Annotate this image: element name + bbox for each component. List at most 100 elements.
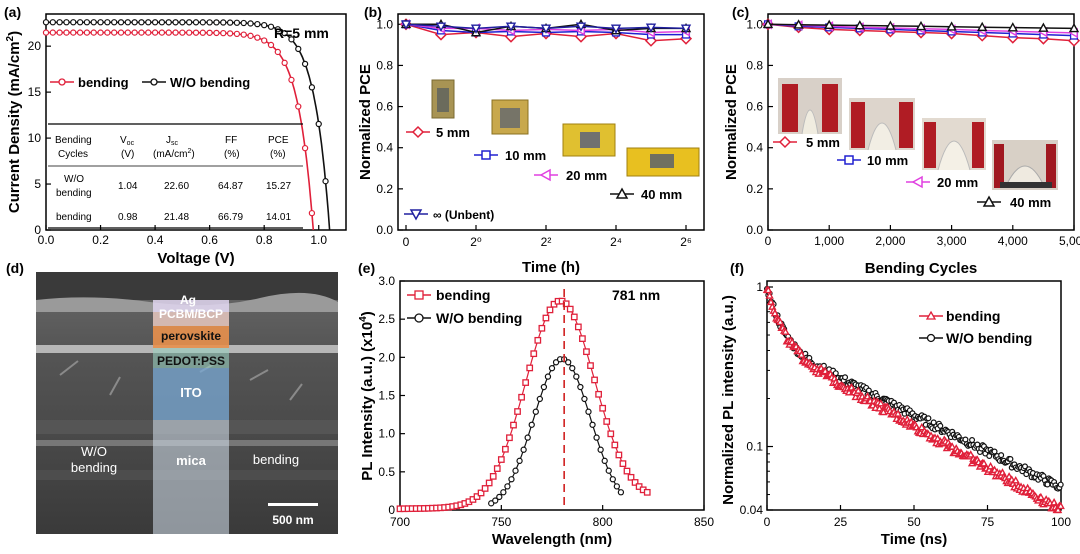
jv-point-bending: [274, 48, 281, 56]
pl-point-bending: [574, 323, 582, 331]
trpl-point-bending: [776, 317, 785, 326]
pl-point-bending: [619, 460, 627, 468]
series-point-c-40-mm: [977, 21, 988, 32]
legend-label-c-10mm: 10 mm: [867, 153, 908, 168]
pl-point-bending: [627, 473, 635, 481]
jv-point-W-O-bending: [158, 19, 166, 26]
series-point-c-40-mm: [824, 19, 835, 30]
table-header-pce: PCE: [268, 135, 289, 146]
pl-point-W-O-bending: [593, 434, 600, 441]
legend-c: 5 mm 10 mm 20 mm 40 mm: [773, 135, 1051, 210]
trpl-point-bending: [1036, 492, 1046, 501]
jv-point-bending: [233, 30, 241, 38]
x-tick-label-b: 2⁶: [680, 235, 692, 249]
jv-point-bending: [261, 37, 268, 44]
y-tick-label-e: 3.0: [378, 274, 395, 288]
jv-point-W-O-bending: [49, 19, 56, 26]
table-header-cycles: Bending: [55, 135, 92, 146]
legend-marker-10mm: [481, 150, 491, 160]
jv-point-bending: [199, 29, 206, 36]
pl-point-W-O-bending: [524, 434, 531, 441]
layer-pedot-pss: [153, 348, 229, 368]
x-tick-label-c: 4,000: [998, 234, 1028, 248]
jv-point-W-O-bending: [192, 19, 200, 26]
y-tick-label-e: 0.5: [378, 465, 395, 479]
x-axis-label-a: Voltage (V): [157, 250, 234, 267]
pl-point-bending: [611, 441, 619, 449]
x-tick-label-f: 25: [834, 515, 848, 529]
bending-photos-c: [778, 78, 1058, 190]
y-tick-label-a: 0: [34, 223, 41, 237]
jv-point-W-O-bending: [117, 19, 125, 26]
plot-frame-a: [45, 13, 347, 231]
legend-label-c-40mm: 40 mm: [1010, 195, 1051, 210]
trpl-point-W-O-bending: [925, 415, 932, 422]
pl-point-W-O-bending: [496, 493, 503, 501]
annotation-peak: 781 nm: [612, 287, 660, 303]
svg-text:(mA/cm2): (mA/cm2): [153, 148, 195, 160]
scale-bar: [268, 503, 318, 506]
jv-point-bending: [145, 29, 152, 36]
jv-point-bending: [90, 29, 97, 36]
x-tick-label-a: 0.6: [201, 233, 218, 247]
pl-point-W-O-bending: [581, 395, 588, 403]
legend-marker-c-5mm: [778, 135, 792, 149]
y-tick-label-c: 0.2: [746, 182, 763, 196]
pl-point-bending: [542, 314, 550, 322]
trpl-point-bending: [1049, 497, 1059, 506]
y-tick-label-b: 0.8: [376, 58, 393, 72]
jv-point-W-O-bending: [295, 45, 302, 53]
series-point-c-40-mm: [1038, 22, 1049, 32]
pl-point-W-O-bending: [520, 446, 527, 453]
pl-point-bending: [502, 445, 509, 453]
y-tick-label-a: 5: [34, 177, 41, 191]
svg-text:(V): (V): [121, 149, 134, 160]
jv-point-bending: [63, 29, 70, 36]
x-axis-label-f: Time (ns): [881, 531, 947, 548]
pl-point-W-O-bending: [573, 373, 580, 380]
curves-a: [42, 19, 331, 231]
pl-point-bending: [485, 479, 493, 487]
jv-point-W-O-bending: [308, 84, 316, 91]
ticks-c: 0 1,000 2,000 3,000 4,000 5,000 0.0 0.2 0.4 0.6 0.…: [746, 17, 1080, 248]
jv-point-W-O-bending: [288, 36, 295, 43]
y-tick-label-c: 0.0: [746, 223, 763, 237]
ticks-b: 0 2⁰ 2² 2⁴ 2⁶ 0.0 0.2 0.4 0.6 0.8 1.0: [376, 17, 692, 249]
chart-title-a: R=5 mm: [274, 25, 329, 41]
x-tick-label-f: 50: [907, 515, 921, 529]
legend-label-e-bending: bending: [436, 287, 490, 303]
pl-point-bending: [477, 489, 485, 497]
trpl-point-W-O-bending: [991, 448, 998, 455]
pl-point-W-O-bending: [585, 408, 592, 415]
pl-point-W-O-bending: [548, 365, 556, 372]
x-tick-label-c: 2,000: [875, 234, 905, 248]
panel-d-sem-image: (d) Ag PCBM/BCP perovskite PEDOT:PSS ITO…: [6, 260, 338, 534]
jv-point-bending: [138, 29, 145, 36]
jv-point-W-O-bending: [281, 30, 288, 37]
jv-point-W-O-bending: [124, 19, 131, 26]
trpl-point-W-O-bending: [962, 436, 969, 443]
legend-label-20mm: 20 mm: [566, 168, 607, 183]
jv-point-W-O-bending: [186, 19, 193, 26]
trpl-point-bending: [765, 291, 774, 299]
jv-point-bending: [70, 29, 77, 36]
svg-text:bending: bending: [71, 460, 117, 475]
legend-marker-e-bending: [414, 290, 424, 300]
y-tick-label-e: 2.5: [378, 312, 395, 326]
panel-label-f: (f): [730, 260, 744, 276]
series-point-c-40-mm: [915, 20, 927, 31]
jv-point-bending: [172, 29, 179, 36]
plot-frame-c: [767, 13, 1075, 231]
jv-point-bending: [97, 29, 104, 36]
legend-label-c-5mm: 5 mm: [806, 135, 840, 150]
legend-label-c-20mm: 20 mm: [937, 175, 978, 190]
x-tick-label-b: 0: [403, 235, 410, 249]
jv-point-W-O-bending: [322, 178, 329, 185]
legend-label-f-wo: W/O bending: [946, 330, 1032, 346]
legend-marker-c-20mm: [911, 175, 923, 189]
jv-point-bending: [192, 29, 200, 36]
table-cell-voc-2: 0.98: [118, 212, 138, 223]
x-tick-label-f: 100: [1051, 515, 1071, 529]
jv-point-bending: [56, 29, 63, 36]
pl-point-W-O-bending: [544, 373, 552, 380]
